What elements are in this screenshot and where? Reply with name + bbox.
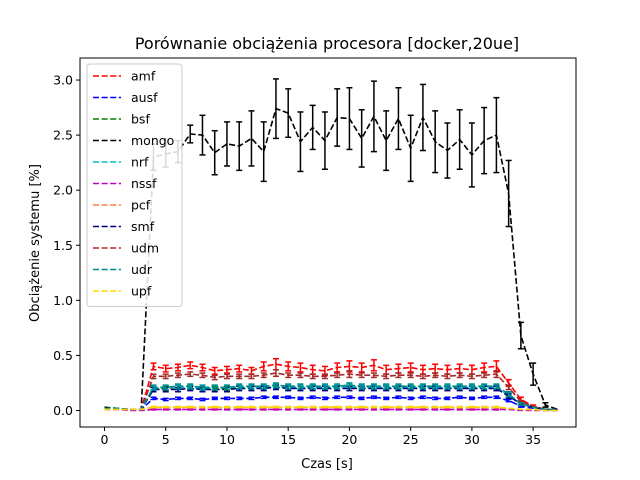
y-tick-label: 2.5 xyxy=(53,128,73,143)
x-axis-label: Czas [s] xyxy=(301,457,353,472)
series-line-udm xyxy=(104,372,558,411)
axes-frame xyxy=(79,57,577,428)
legend-label-upf: upf xyxy=(131,284,152,299)
legend-box xyxy=(86,63,183,307)
series-nssf xyxy=(104,408,558,412)
x-tick-label: 25 xyxy=(403,432,419,447)
chart-title: Porównanie obciążenia procesora [docker,… xyxy=(135,34,519,53)
x-tick-label: 30 xyxy=(464,432,480,447)
x-tick-label: 10 xyxy=(219,432,235,447)
x-tick-label: 0 xyxy=(101,432,109,447)
y-tick-label: 1.0 xyxy=(53,293,73,308)
y-tick-label: 1.5 xyxy=(53,238,73,253)
legend-label-pcf: pcf xyxy=(131,198,151,213)
ticks-layer: 0 5 10 15 20 25 30 35 0.0 0.5 1.0 1.5 2.0 2.5 3.0 xyxy=(53,73,541,447)
legend: amf ausf bsf mongo nrf nssf pcf smf udm udr upf xyxy=(86,63,183,307)
series-line-ausf xyxy=(104,396,558,411)
x-tick-label: 15 xyxy=(280,432,296,447)
legend-label-nssf: nssf xyxy=(131,176,157,191)
series-udr xyxy=(104,382,558,411)
y-tick-label: 2.0 xyxy=(53,183,73,198)
series-line-upf xyxy=(104,406,558,412)
x-tick-label: 35 xyxy=(525,432,541,447)
series-line-udr xyxy=(104,384,558,411)
legend-label-udr: udr xyxy=(131,262,153,277)
legend-label-nrf: nrf xyxy=(131,155,149,170)
series-upf xyxy=(104,405,558,412)
series-line-nssf xyxy=(104,408,558,412)
series-ausf xyxy=(104,395,558,411)
y-tick-label: 0.5 xyxy=(53,348,73,363)
x-tick-label: 5 xyxy=(162,432,170,447)
legend-label-amf: amf xyxy=(131,69,156,84)
legend-label-smf: smf xyxy=(131,219,155,234)
series-line-mongo xyxy=(104,107,558,411)
legend-label-udm: udm xyxy=(131,241,159,256)
legend-label-ausf: ausf xyxy=(131,90,158,105)
series-layer xyxy=(104,78,558,412)
series-mongo xyxy=(104,78,558,411)
legend-label-bsf: bsf xyxy=(131,112,150,127)
legend-label-mongo: mongo xyxy=(131,133,174,148)
x-tick-label: 20 xyxy=(341,432,357,447)
y-tick-label: 3.0 xyxy=(53,73,73,88)
plot-area: 0 5 10 15 20 25 30 35 0.0 0.5 1.0 1.5 2.0 2.5 3.0 xyxy=(53,57,577,447)
series-udm xyxy=(104,368,558,411)
series-line-amf xyxy=(104,363,558,411)
y-tick-label: 0.0 xyxy=(53,403,73,418)
y-axis-label: Obciążenie systemu [%] xyxy=(28,164,43,322)
